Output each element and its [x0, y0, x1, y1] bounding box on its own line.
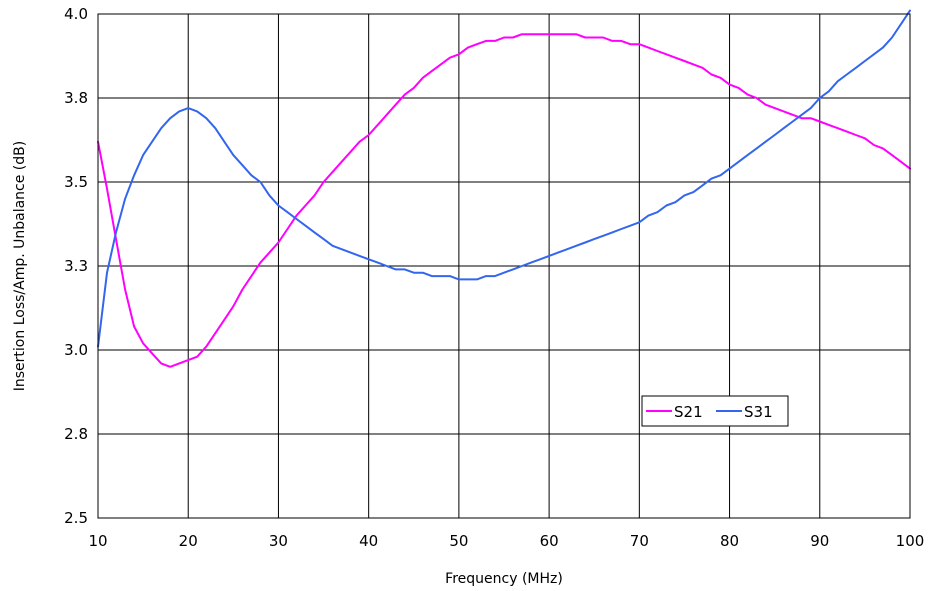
x-tick-label: 80: [720, 532, 739, 550]
legend-label-s31: S31: [744, 403, 773, 421]
plot-area-frame: [97, 13, 911, 519]
x-tick-label: 70: [630, 532, 649, 550]
y-tick-label: 2.5: [64, 509, 88, 527]
x-tick-label: 30: [269, 532, 288, 550]
x-axis-title: Frequency (MHz): [445, 571, 563, 587]
x-tick-label: 40: [359, 532, 378, 550]
x-tick-label: 20: [179, 532, 198, 550]
x-tick-label: 100: [896, 532, 925, 550]
tick-labels: 10 20 30 40 50 60 70 80 90 100 2.5 2.8 3.0 3.3 3.5 3.8 4…: [64, 5, 924, 550]
y-axis-title: Insertion Loss/Amp. Unbalance (dB): [12, 141, 28, 391]
legend: S21 S31: [641, 395, 789, 427]
y-tick-label: 3.0: [64, 341, 88, 359]
series-layer: [97, 9, 911, 368]
y-tick-label: 3.8: [64, 89, 88, 107]
x-tick-label: 90: [810, 532, 829, 550]
x-tick-label: 50: [449, 532, 468, 550]
y-tick-label: 3.5: [64, 173, 88, 191]
legend-label-s21: S21: [674, 403, 703, 421]
grid: [97, 13, 911, 519]
x-tick-label: 60: [540, 532, 559, 550]
series-line-s31: [97, 9, 911, 348]
y-tick-label: 3.3: [64, 257, 88, 275]
y-tick-label: 2.8: [64, 425, 88, 443]
series-line-s21: [97, 33, 911, 368]
y-tick-label: 4.0: [64, 5, 88, 23]
x-tick-label: 10: [88, 532, 107, 550]
